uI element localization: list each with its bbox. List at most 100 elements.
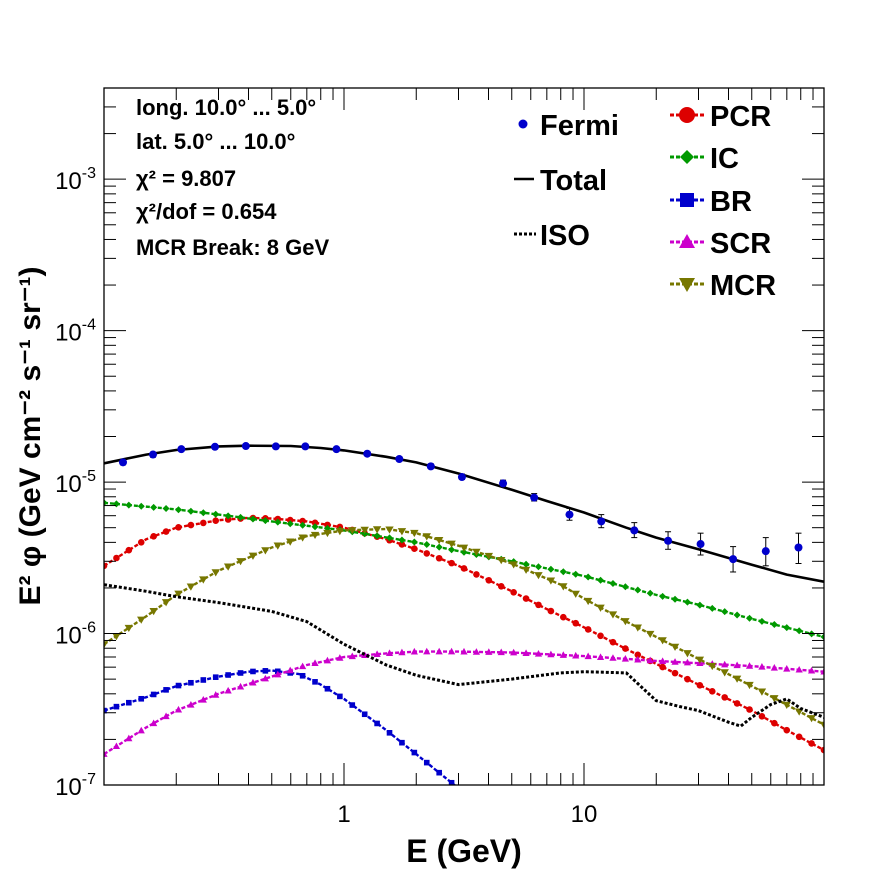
series-scr-point (671, 658, 679, 665)
series-pcr-point (510, 588, 517, 596)
series-scr-point (224, 686, 232, 694)
y-tick-label-exp: -7 (82, 771, 96, 788)
series-scr-point (125, 734, 133, 742)
series-scr-point (745, 662, 754, 669)
legend-fermi-marker (518, 119, 528, 129)
series-mcr-point (658, 637, 667, 645)
series-mcr-point (596, 604, 605, 612)
series-br-point (237, 670, 244, 676)
series-mcr-point (186, 583, 196, 591)
series-mcr-point (223, 563, 233, 571)
series-ic-point (386, 534, 394, 542)
series-ic-point (522, 560, 530, 568)
series-ic-point (696, 601, 704, 609)
legend-pcr-marker (679, 107, 695, 123)
series-scr-point (274, 670, 282, 678)
series-scr-point (621, 655, 629, 662)
series-pcr-point (497, 582, 505, 590)
series-br-point (386, 730, 393, 736)
series-pcr-point (771, 719, 778, 727)
series-scr-point (423, 647, 431, 655)
series-mcr-point (298, 534, 307, 542)
series-ic-point (783, 624, 791, 632)
info-latitude: lat. 5.0° ... 10.0° (136, 129, 295, 154)
series-scr-point (572, 651, 580, 659)
series-scr-point (286, 666, 294, 674)
legend-mcr-label: MCR (710, 270, 776, 302)
fermi-point (271, 442, 280, 451)
series-scr-point (261, 674, 269, 682)
legend-fermi-label: Fermi (540, 110, 619, 142)
series-scr-point (460, 647, 468, 655)
series-scr-point (410, 647, 418, 655)
info-longitude: long. 10.0° ... 5.0° (136, 95, 316, 120)
series-scr-point (522, 649, 530, 656)
y-tick-label-exp: -3 (82, 165, 96, 182)
series-scr-point (683, 658, 692, 666)
series-mcr-point (534, 572, 543, 580)
series-ic-point (448, 546, 456, 554)
series-mcr-point (459, 544, 469, 552)
fermi-point (597, 517, 606, 526)
series-ic-point (559, 568, 567, 576)
series-scr-point (336, 654, 344, 661)
series-pcr-point (795, 733, 803, 741)
legend-pcr-label: PCR (710, 101, 771, 133)
series-mcr-point (546, 577, 556, 585)
series-mcr-point (248, 552, 258, 560)
series-br-point (104, 707, 107, 714)
series-ic-point (733, 611, 741, 619)
series-mcr-point (583, 597, 593, 606)
series-mcr-point (683, 650, 692, 658)
series-scr-point (104, 750, 108, 757)
series-ic-point (721, 608, 729, 616)
info-mcr-break: MCR Break: 8 GeV (136, 235, 330, 260)
series-ic-point (299, 521, 307, 529)
series-br-point (374, 720, 380, 727)
series-mcr-point (360, 526, 369, 534)
series-total-line (104, 444, 824, 583)
series-pcr-point (311, 519, 319, 527)
series-ic-point (261, 517, 269, 525)
series-ic-point (237, 513, 245, 521)
series-scr-point (373, 650, 381, 657)
series-ic-point (708, 604, 716, 612)
series-ic-point (224, 512, 232, 520)
series-pcr-point (609, 638, 617, 646)
fermi-point (119, 458, 128, 467)
y-tick-label: 10-7 (55, 771, 96, 801)
legend-iso-label: ISO (540, 220, 590, 252)
series-ic-point (398, 536, 406, 544)
info-chi2: χ² = 9.807 (136, 166, 236, 191)
series-pcr-point (150, 533, 157, 540)
series-mcr-point (745, 681, 754, 690)
series-ic-point (125, 501, 133, 509)
series-ic-point (150, 503, 158, 511)
series-ic-point (249, 515, 257, 523)
series-mcr-point (447, 540, 456, 548)
series-scr-point (721, 660, 729, 668)
series-mcr-point (608, 611, 618, 619)
series-mcr-point (161, 599, 171, 607)
fermi-point (696, 540, 705, 549)
series-ic-point (795, 627, 803, 635)
series-mcr-point (410, 529, 419, 538)
series-scr-point (112, 742, 121, 750)
legend-scr-label: SCR (710, 228, 771, 260)
series-br-point (175, 682, 182, 689)
series-br-point (113, 703, 120, 710)
series-ic-point (683, 598, 691, 606)
series-scr-point (609, 654, 617, 661)
legend-left: Fermi Total ISO (514, 110, 619, 252)
series-mcr-point (124, 624, 134, 633)
series-pcr-point (708, 688, 716, 695)
series-ic-point (572, 570, 580, 578)
series-ic-point (137, 502, 145, 510)
series-pcr-point (137, 539, 145, 546)
series-ic-point (174, 506, 182, 514)
y-tick-label-base: 10 (55, 774, 82, 801)
series-br-point (163, 687, 169, 693)
series-mcr-point (807, 715, 816, 723)
series-br-point (150, 691, 157, 698)
